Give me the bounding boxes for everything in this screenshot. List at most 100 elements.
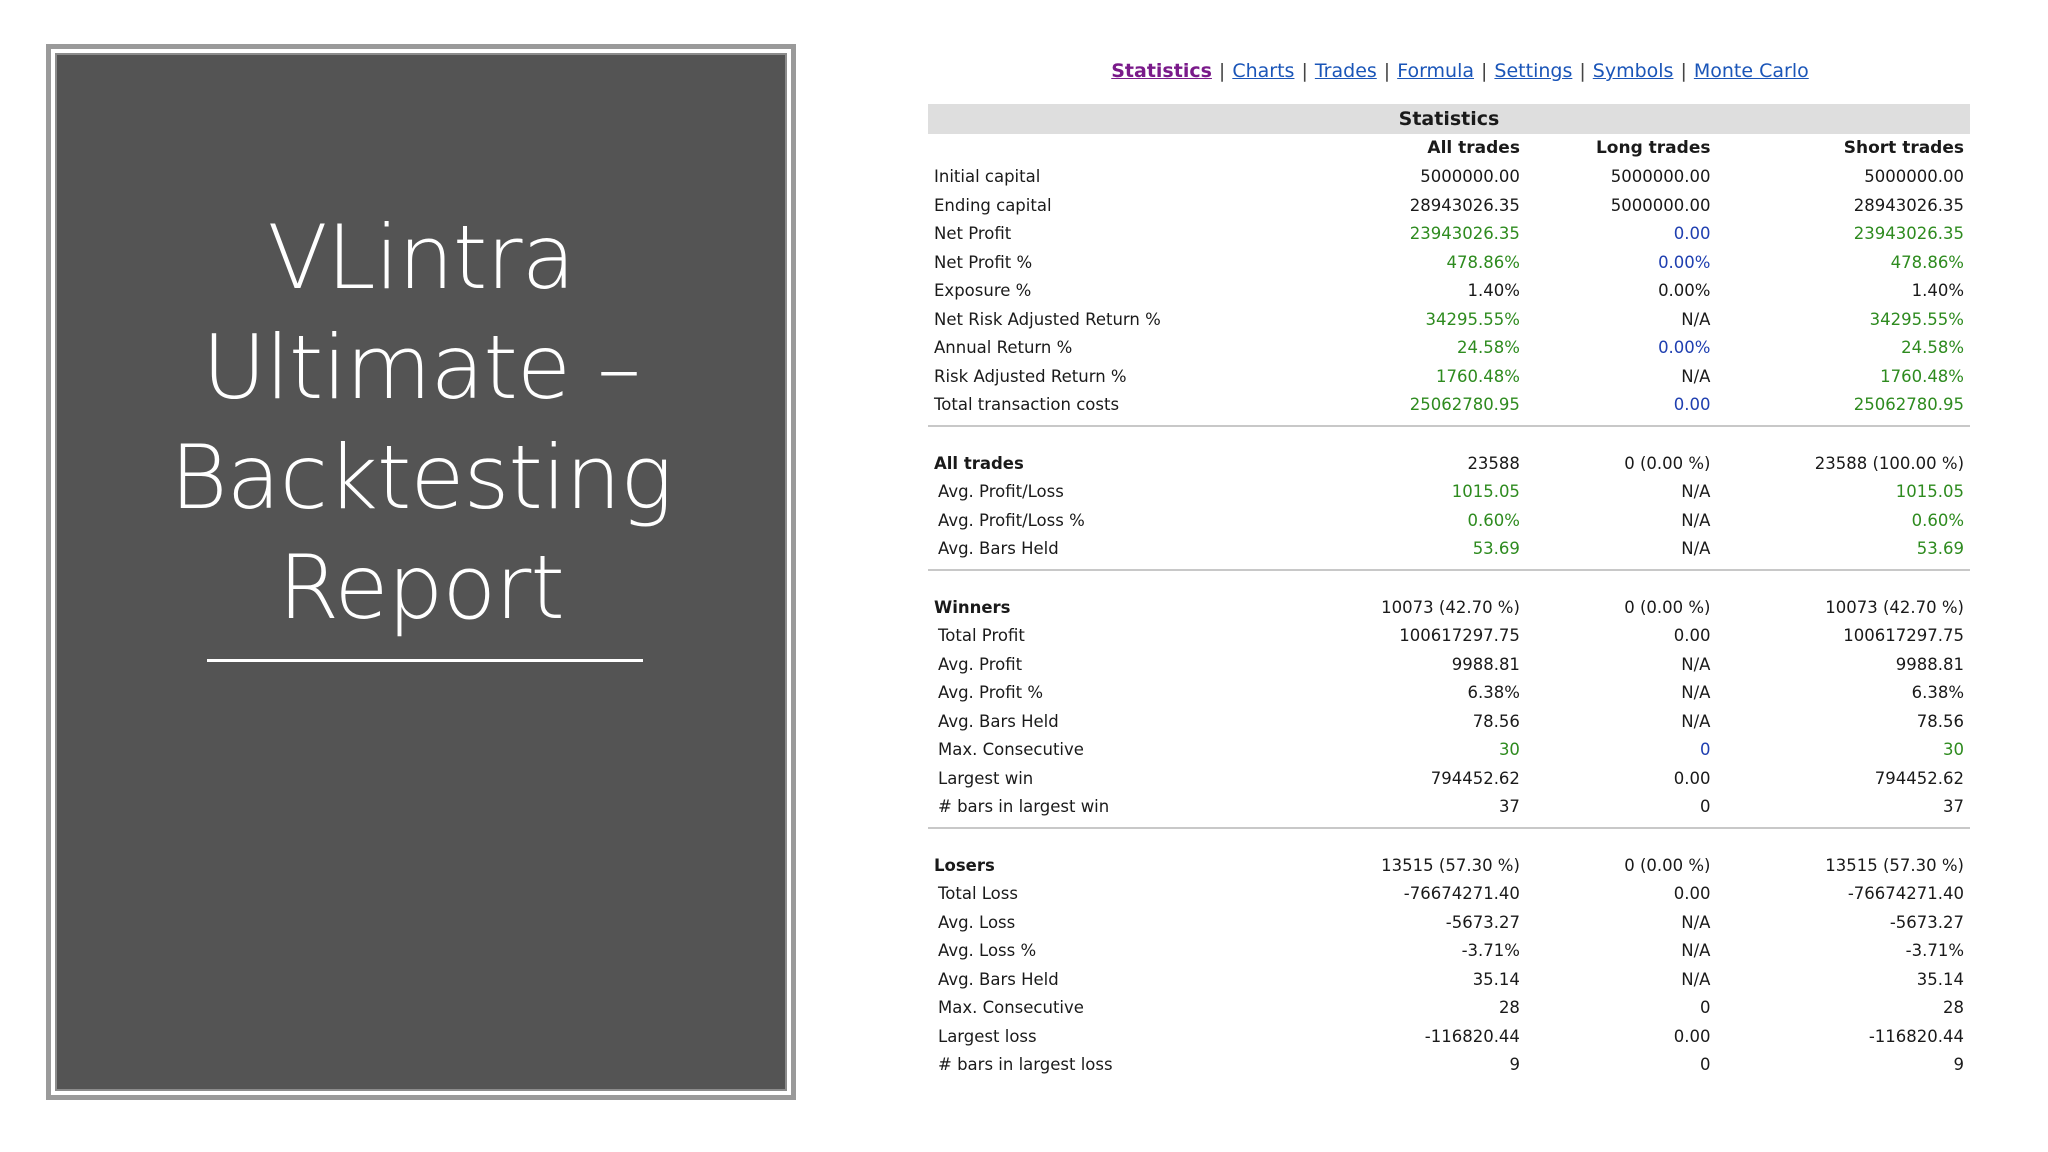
value-long-trades: N/A xyxy=(1681,539,1711,559)
nav-separator: | xyxy=(1481,60,1488,82)
value-long-trades: 0.00 xyxy=(1673,1026,1711,1046)
value-short-trades: 28 xyxy=(1943,998,1964,1018)
value-all-trades: 100617297.75 xyxy=(1399,626,1520,646)
value-all-trades: 78.56 xyxy=(1472,711,1520,731)
value-long-trades: 0 (0.00 %) xyxy=(1624,597,1711,617)
value-long-trades: 0 xyxy=(1699,1055,1711,1075)
value-long-trades: 0.00% xyxy=(1658,338,1711,358)
value-long-trades: N/A xyxy=(1681,366,1711,386)
nav-link-settings[interactable]: Settings xyxy=(1494,60,1573,82)
value-all-trades: 37 xyxy=(1498,797,1520,817)
value-short-trades: 1015.05 xyxy=(1895,482,1964,502)
backtest-report: Statistics | Charts | Trades | Formula | Setting… xyxy=(928,56,1970,1079)
value-long-trades: 0.00 xyxy=(1673,884,1711,904)
slide-title-line: Ultimate – xyxy=(201,316,641,419)
statistics-table: All trades Long trades Short trades Init… xyxy=(928,134,1970,1079)
table-header-row: All trades Long trades Short trades xyxy=(928,134,1970,163)
row-label: Max. Consecutive xyxy=(938,740,1084,760)
value-all-trades: 0.60% xyxy=(1467,510,1520,530)
value-long-trades: 0 xyxy=(1699,998,1711,1018)
value-all-trades: 34295.55% xyxy=(1425,309,1520,329)
row-label: All trades xyxy=(934,453,1024,473)
title-divider xyxy=(207,659,643,662)
title-panel-inner: VLintra Ultimate – Backtesting Report xyxy=(55,53,787,1091)
value-long-trades: 0.00% xyxy=(1658,252,1711,272)
value-all-trades: 794452.62 xyxy=(1430,768,1520,788)
value-long-trades: 0 (0.00 %) xyxy=(1624,855,1711,875)
row-label: Risk Adjusted Return % xyxy=(934,366,1127,386)
column-header-short-trades: Short trades xyxy=(1843,138,1964,159)
value-long-trades: N/A xyxy=(1681,654,1711,674)
row-label: Max. Consecutive xyxy=(938,998,1084,1018)
row-label: Avg. Profit xyxy=(938,654,1023,674)
value-short-trades: 9 xyxy=(1953,1055,1965,1075)
value-all-trades: 53.69 xyxy=(1472,539,1520,559)
table-row: Total Loss -76674271.40 0.00 -76674271.40 xyxy=(928,880,1970,909)
table-row: Total transaction costs 25062780.95 0.00 25… xyxy=(928,391,1970,420)
report-nav: Statistics | Charts | Trades | Formula | Setting… xyxy=(928,56,1970,86)
row-label: Avg. Bars Held xyxy=(938,969,1059,989)
table-row: Exposure % 1.40% 0.00% 1.40% xyxy=(928,277,1970,306)
value-short-trades: 53.69 xyxy=(1916,539,1964,559)
value-short-trades: 6.38% xyxy=(1911,683,1964,703)
table-row: Annual Return % 24.58% 0.00% 24.58% xyxy=(928,334,1970,363)
value-all-trades: -76674271.40 xyxy=(1403,884,1520,904)
value-short-trades: 13515 (57.30 %) xyxy=(1825,855,1964,875)
value-short-trades: 35.14 xyxy=(1916,969,1964,989)
table-row: Net Profit % 478.86% 0.00% 478.86% xyxy=(928,248,1970,277)
row-label: Losers xyxy=(934,855,995,875)
value-long-trades: 0.00 xyxy=(1673,395,1711,415)
value-short-trades: 24.58% xyxy=(1901,338,1964,358)
column-header-all-trades: All trades xyxy=(1427,138,1520,159)
table-row: Avg. Profit 9988.81 N/A 9988.81 xyxy=(928,650,1970,679)
table-row: Avg. Profit/Loss % 0.60% N/A 0.60% xyxy=(928,506,1970,535)
value-long-trades: 0 xyxy=(1699,797,1711,817)
table-row: Avg. Profit/Loss 1015.05 N/A 1015.05 xyxy=(928,478,1970,507)
row-label: Winners xyxy=(934,597,1011,617)
value-short-trades: 23588 (100.00 %) xyxy=(1814,453,1964,473)
value-all-trades: 9988.81 xyxy=(1451,654,1520,674)
column-header-label xyxy=(928,134,1333,163)
table-row: Net Profit 23943026.35 0.00 23943026.35 xyxy=(928,220,1970,249)
value-long-trades: 0 (0.00 %) xyxy=(1624,453,1711,473)
value-all-trades: 10073 (42.70 %) xyxy=(1381,597,1520,617)
value-long-trades: 0 xyxy=(1699,740,1711,760)
nav-separator: | xyxy=(1579,60,1586,82)
table-row: Avg. Bars Held 35.14 N/A 35.14 xyxy=(928,965,1970,994)
value-long-trades: N/A xyxy=(1681,510,1711,530)
row-label: Total Profit xyxy=(938,626,1025,646)
nav-link-symbols[interactable]: Symbols xyxy=(1592,60,1674,82)
value-all-trades: 1.40% xyxy=(1467,281,1520,301)
value-long-trades: 0.00 xyxy=(1673,224,1711,244)
value-all-trades: 5000000.00 xyxy=(1420,167,1520,187)
slide-title: VLintra Ultimate – Backtesting Report xyxy=(57,203,785,643)
row-label: Ending capital xyxy=(934,195,1052,215)
nav-link-monte-carlo[interactable]: Monte Carlo xyxy=(1693,60,1809,82)
value-all-trades: -3.71% xyxy=(1461,941,1520,961)
row-label: Largest win xyxy=(938,768,1034,788)
row-label: Exposure % xyxy=(934,281,1032,301)
nav-link-charts[interactable]: Charts xyxy=(1232,60,1295,82)
value-long-trades: 0.00% xyxy=(1658,281,1711,301)
table-row: Avg. Bars Held 53.69 N/A 53.69 xyxy=(928,535,1970,564)
table-row: Largest win 794452.62 0.00 794452.62 xyxy=(928,764,1970,793)
value-short-trades: 30 xyxy=(1943,740,1964,760)
row-label: Initial capital xyxy=(934,167,1041,187)
value-short-trades: 28943026.35 xyxy=(1853,195,1964,215)
row-label: Avg. Loss xyxy=(938,912,1016,932)
table-row: Initial capital 5000000.00 5000000.00 50000… xyxy=(928,163,1970,192)
table-row: Total Profit 100617297.75 0.00 100617297.75 xyxy=(928,622,1970,651)
table-row: Losers 13515 (57.30 %) 0 (0.00 %) 13515 (57… xyxy=(928,851,1970,880)
value-all-trades: -5673.27 xyxy=(1445,912,1520,932)
table-row: Winners 10073 (42.70 %) 0 (0.00 %) 10073 (4… xyxy=(928,593,1970,622)
nav-link-statistics[interactable]: Statistics xyxy=(1111,60,1212,82)
value-short-trades: 5000000.00 xyxy=(1864,167,1964,187)
row-label: Avg. Bars Held xyxy=(938,539,1059,559)
value-all-trades: 1015.05 xyxy=(1451,482,1520,502)
nav-link-formula[interactable]: Formula xyxy=(1397,60,1475,82)
value-short-trades: -76674271.40 xyxy=(1847,884,1964,904)
nav-link-trades[interactable]: Trades xyxy=(1314,60,1377,82)
value-all-trades: 1760.48% xyxy=(1436,366,1520,386)
row-label: Net Profit xyxy=(934,224,1012,244)
table-row: # bars in largest win 37 0 37 xyxy=(928,793,1970,822)
